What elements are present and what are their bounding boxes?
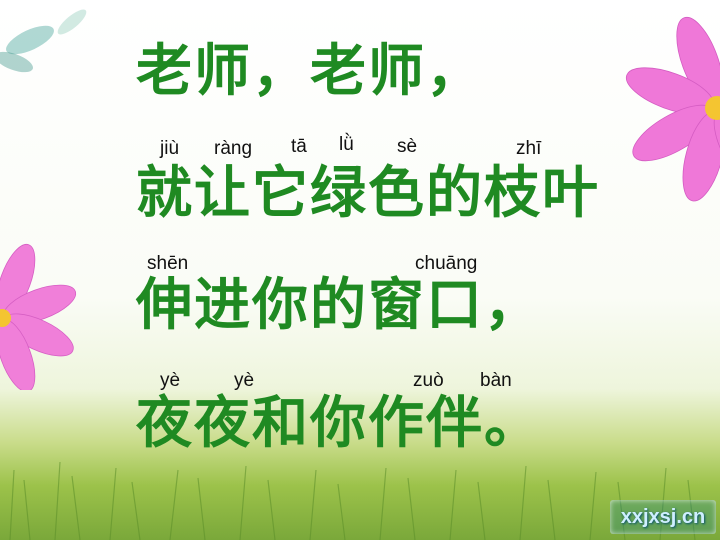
- pinyin-ban: bàn: [480, 370, 512, 391]
- pinyin-zhi: zhī: [516, 138, 542, 159]
- pinyin-rang: ràng: [214, 138, 253, 159]
- pinyin-ye-1: yè: [160, 370, 181, 391]
- pinyin-se: sè: [397, 136, 418, 157]
- poem-line-3: 伸进你的窗口，: [136, 273, 542, 338]
- poem-line-1: 老师，老师，: [136, 39, 484, 104]
- leaves-decoration: [0, 9, 87, 73]
- pinyin-zuo: zuò: [413, 370, 444, 391]
- pink-flower-left: [0, 243, 77, 390]
- pinyin-ta: tā: [291, 136, 307, 157]
- pinyin-ye-2: yè: [234, 370, 255, 391]
- pinyin-chuang: chuāng: [415, 253, 478, 274]
- pinyin-shen: shēn: [147, 253, 189, 274]
- site-watermark: xxjxsj.cn: [610, 500, 716, 534]
- poem-line-4: 夜夜和你作伴。: [136, 391, 542, 456]
- pinyin-lv: lǜ: [339, 134, 354, 155]
- pinyin-jiu: jiù: [160, 138, 180, 159]
- pink-flower-top-right: [625, 16, 720, 202]
- poem-line-2: 就让它绿色的枝叶: [136, 161, 600, 226]
